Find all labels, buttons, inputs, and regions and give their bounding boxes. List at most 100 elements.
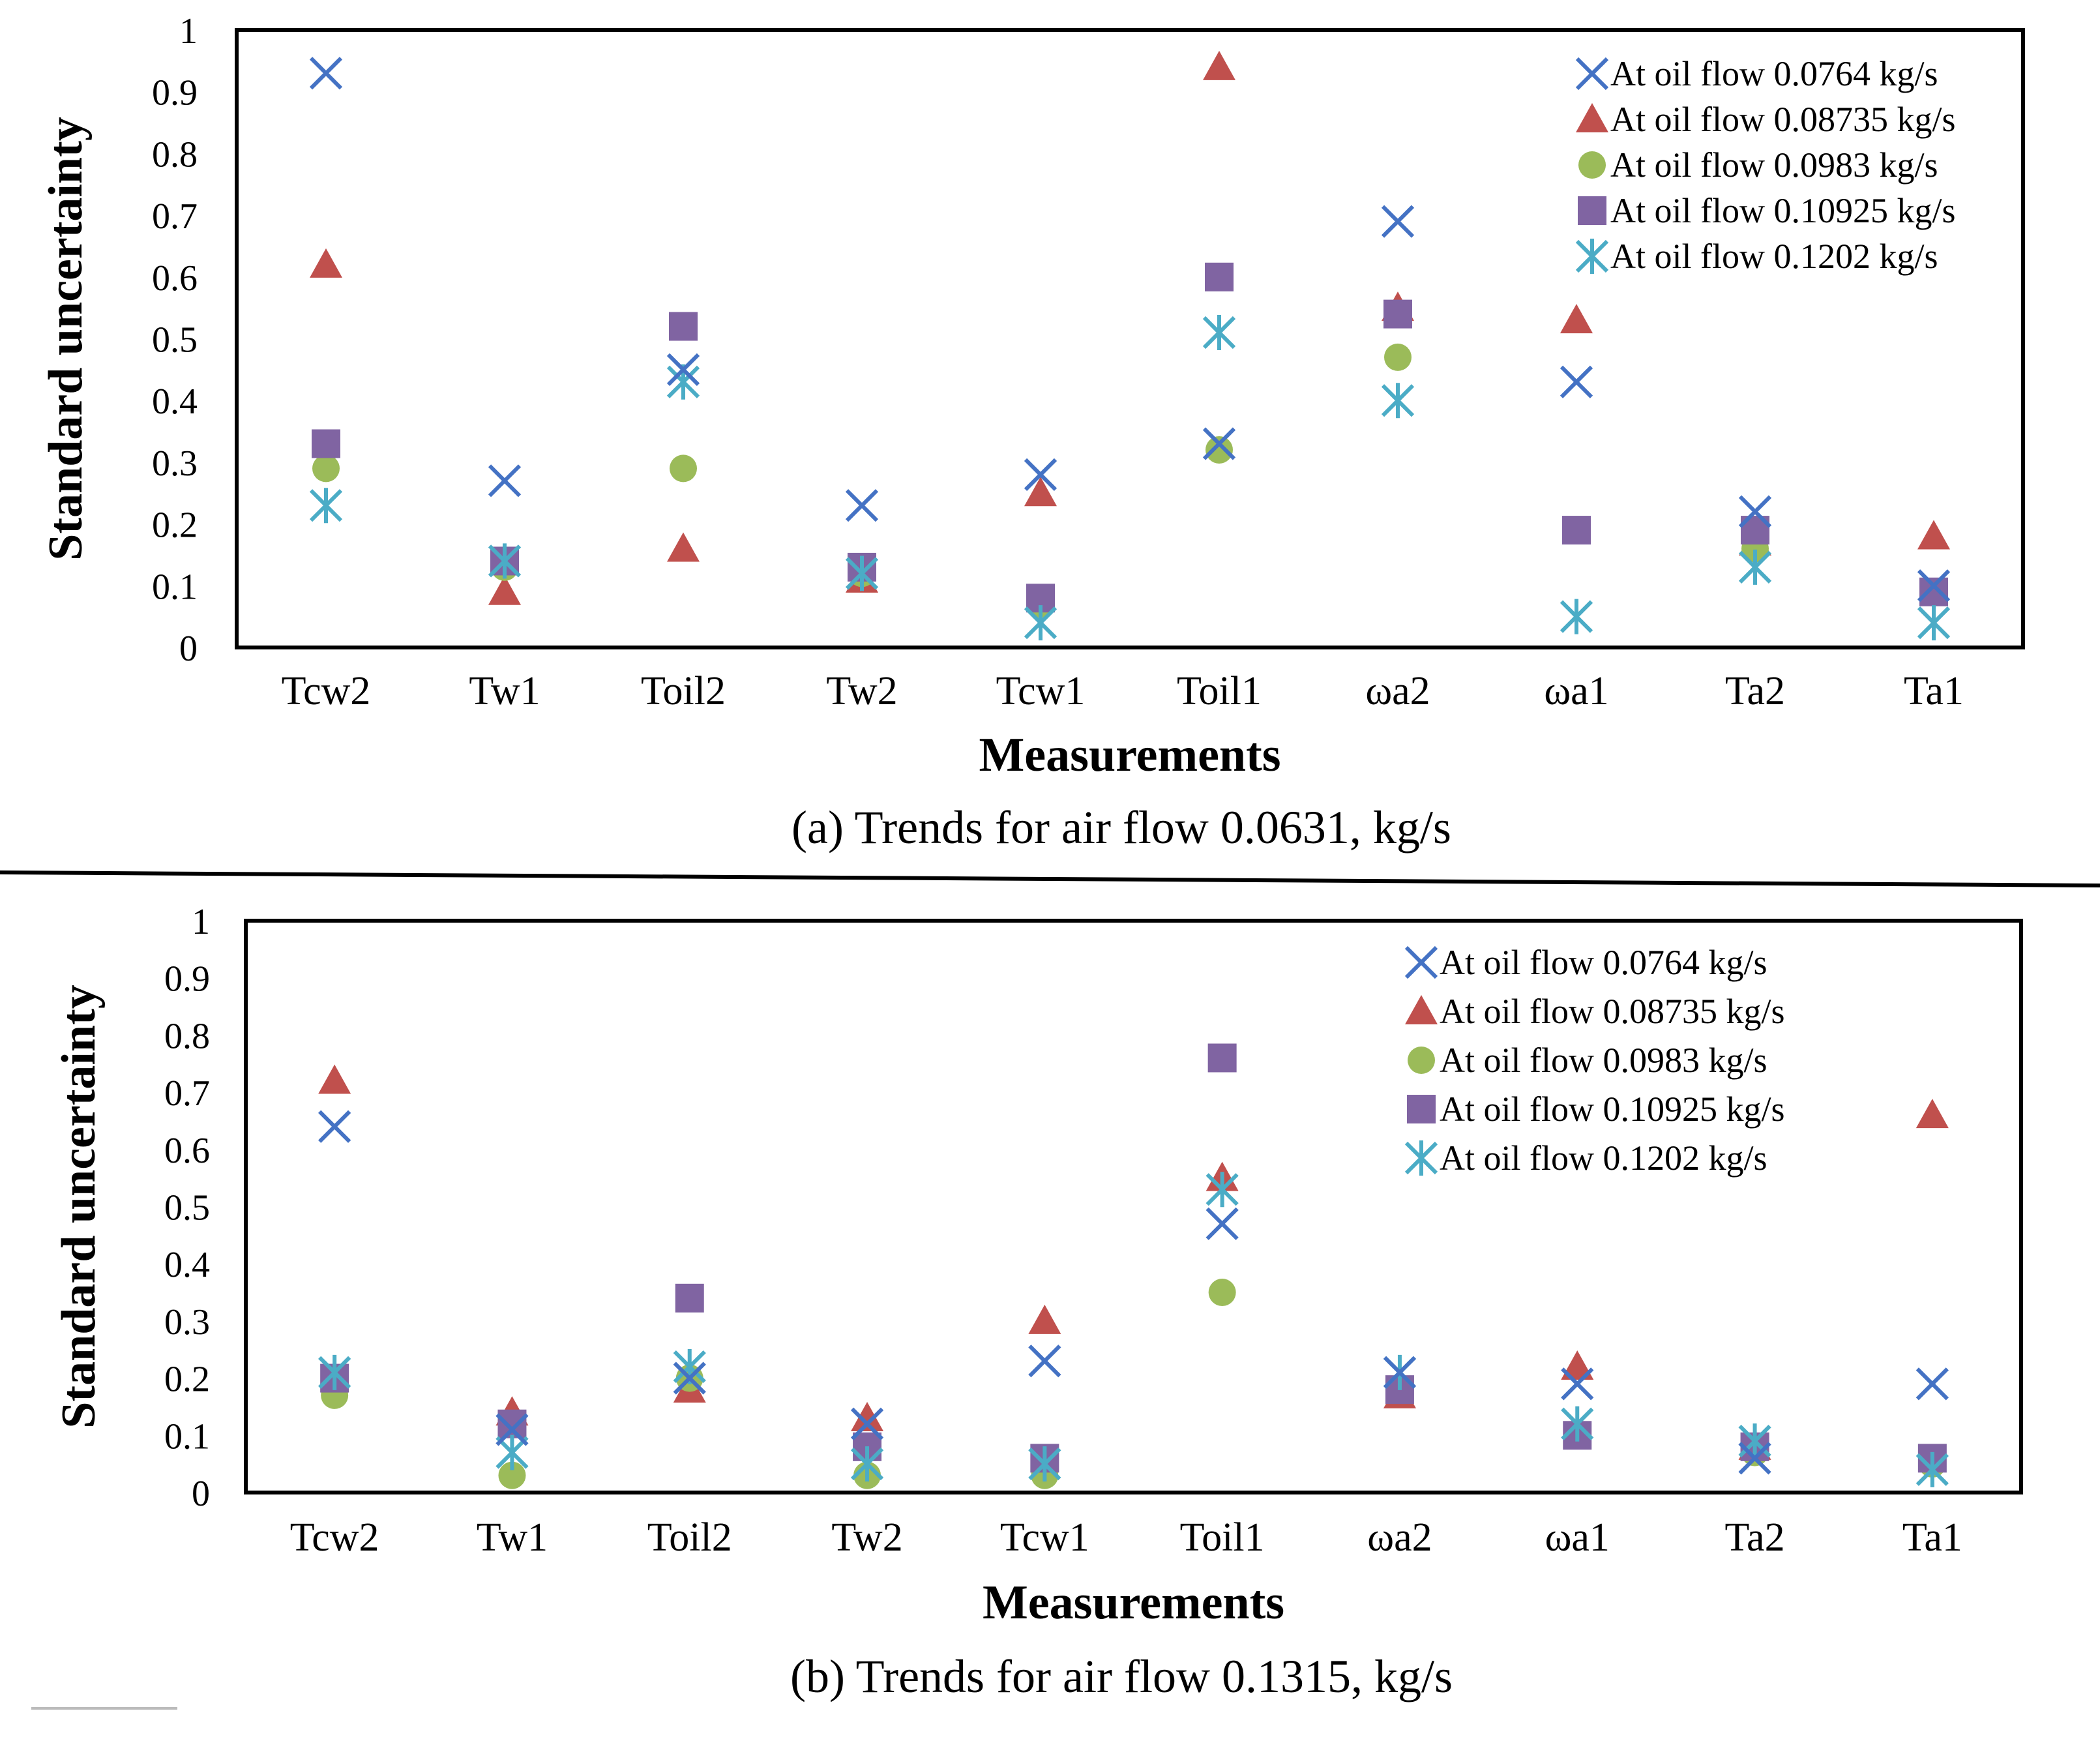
data-point-b — [850, 1407, 884, 1440]
plot-area-b — [244, 919, 2023, 1494]
data-point-b — [1383, 1356, 1417, 1389]
data-point-a — [488, 575, 521, 605]
legend-label-b: At oil flow 0.1202 kg/s — [1440, 1138, 1767, 1178]
x-tick-label-b: ωa1 — [1545, 1515, 1610, 1560]
data-point-a — [1024, 458, 1057, 491]
y-axis-title-b: Standard uncertainty — [52, 985, 106, 1428]
legend-marker-a — [1578, 151, 1606, 179]
y-tick-label-a: 0.9 — [152, 73, 198, 113]
legend-entry-a: At oil flow 0.1202 kg/s — [1575, 237, 1938, 276]
legend-marker-b — [1408, 1047, 1435, 1074]
x-tick-label-b: Toil1 — [1180, 1515, 1265, 1560]
legend-entry-b: At oil flow 0.10925 kg/s — [1407, 1090, 1785, 1129]
data-point-b — [1915, 1451, 1949, 1487]
data-point-a — [1917, 569, 1951, 602]
legend-marker-b — [1405, 995, 1438, 1024]
legend-label-b: At oil flow 0.08735 kg/s — [1440, 992, 1785, 1031]
data-point-b — [1561, 1406, 1594, 1442]
y-tick-label-b: 0.1 — [164, 1416, 210, 1457]
data-point-a — [1381, 205, 1415, 238]
data-point-b — [675, 1283, 704, 1313]
data-point-b — [1028, 1446, 1061, 1482]
x-tick-label-a: Ta2 — [1725, 669, 1785, 713]
data-point-b — [1738, 1423, 1771, 1459]
data-point-a — [670, 454, 697, 483]
data-point-b — [495, 1413, 529, 1446]
data-point-a — [1024, 605, 1057, 641]
data-point-b — [497, 1409, 527, 1438]
legend-entry-a: At oil flow 0.0764 kg/s — [1575, 54, 1938, 93]
legend-label-a: At oil flow 0.0764 kg/s — [1610, 54, 1938, 93]
data-point-a — [1919, 577, 1948, 606]
data-point-a — [312, 454, 340, 483]
data-point-a — [488, 464, 522, 498]
x-tick-label-b: Ta1 — [1902, 1515, 1962, 1560]
x-tick-label-a: Toil2 — [641, 669, 726, 713]
data-point-b — [673, 1361, 706, 1395]
x-tick-label-a: ωa2 — [1365, 669, 1430, 713]
data-point-b — [498, 1461, 526, 1489]
legend-label-b: At oil flow 0.0764 kg/s — [1440, 943, 1767, 982]
y-tick-label-b: 0.6 — [164, 1131, 210, 1171]
data-point-b — [1915, 1099, 1949, 1129]
legend-entry-b: At oil flow 0.08735 kg/s — [1405, 992, 1785, 1031]
x-tick-label-b: Toil2 — [647, 1515, 732, 1560]
data-point-a — [1205, 436, 1233, 464]
x-tick-label-b: Tcw2 — [290, 1515, 379, 1560]
y-tick-label-a: 1 — [179, 11, 198, 52]
y-tick-label-a: 0.1 — [152, 567, 198, 607]
data-point-a — [666, 353, 700, 386]
y-tick-label-b: 0.8 — [164, 1016, 210, 1056]
x-axis-title-a: Measurements — [979, 728, 1280, 782]
data-point-a — [309, 57, 343, 90]
series-b-1 — [318, 1110, 1949, 1475]
data-point-a — [1202, 315, 1236, 351]
data-point-a — [667, 532, 700, 562]
x-tick-label-a: ωa1 — [1544, 669, 1608, 713]
data-point-a — [1203, 50, 1235, 80]
legend-marker-a — [1575, 239, 1609, 274]
series-a-1 — [309, 57, 1951, 602]
data-point-a — [1738, 549, 1772, 585]
legend-label-a: At oil flow 0.0983 kg/s — [1610, 145, 1938, 185]
data-point-a — [312, 429, 340, 458]
data-point-b — [1208, 1279, 1236, 1307]
y-tick-label-b: 1 — [192, 902, 210, 942]
data-point-a — [1562, 516, 1591, 545]
x-tick-label-b: Tw1 — [477, 1515, 548, 1560]
data-point-b — [1561, 1350, 1594, 1380]
data-point-a — [1024, 477, 1057, 507]
y-tick-label-b: 0.3 — [164, 1302, 210, 1343]
legend-entry-b: At oil flow 0.0983 kg/s — [1408, 1041, 1767, 1080]
x-axis-title-b: Measurements — [983, 1576, 1284, 1629]
legend-entry-a: At oil flow 0.10925 kg/s — [1578, 191, 1956, 230]
series-a-4 — [312, 262, 1948, 613]
x-tick-label-b: Tw2 — [831, 1515, 902, 1560]
x-tick-label-a: Tw2 — [826, 669, 897, 713]
data-point-a — [845, 489, 879, 522]
legend-marker-a — [1576, 103, 1608, 132]
y-tick-label-a: 0.3 — [152, 443, 198, 484]
y-tick-label-a: 0.6 — [152, 258, 198, 299]
series-a-5 — [309, 315, 1951, 641]
data-point-a — [310, 248, 342, 278]
y-tick-label-a: 0.5 — [152, 320, 198, 361]
data-point-b — [1738, 1442, 1771, 1475]
x-tick-label-b: ωa2 — [1367, 1515, 1432, 1560]
data-point-b — [1561, 1367, 1594, 1401]
legend-label-a: At oil flow 0.08735 kg/s — [1610, 100, 1956, 139]
data-point-a — [1384, 343, 1412, 371]
legend-marker-a — [1575, 57, 1609, 91]
y-tick-label-b: 0 — [192, 1474, 210, 1514]
legend-entry-a: At oil flow 0.08735 kg/s — [1576, 100, 1956, 139]
data-point-b — [1915, 1367, 1949, 1401]
data-point-a — [1560, 304, 1593, 334]
legend-label-a: At oil flow 0.10925 kg/s — [1610, 191, 1956, 230]
legend-marker-a — [1578, 196, 1606, 225]
data-point-b — [318, 1110, 351, 1143]
data-point-a — [488, 543, 522, 579]
legend-entry-b: At oil flow 0.0764 kg/s — [1404, 943, 1767, 982]
series-a-3 — [312, 343, 1947, 618]
data-point-b — [495, 1434, 529, 1470]
